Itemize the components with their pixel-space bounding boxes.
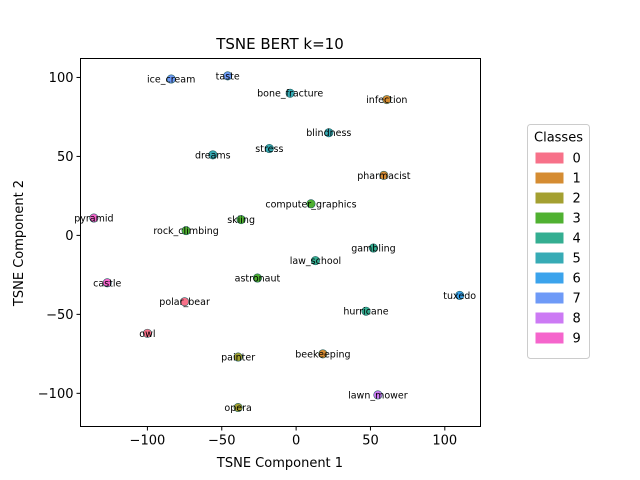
y-tick-label: −100	[38, 387, 74, 402]
point-label: owl	[139, 329, 155, 340]
data-point	[318, 349, 328, 359]
x-tick-label: 50	[362, 434, 379, 449]
point-label: pyramid	[74, 214, 113, 225]
legend-label: 8	[573, 312, 581, 327]
data-point	[166, 74, 176, 84]
point-label: computer_graphics	[265, 199, 356, 210]
x-tick-label: −100	[130, 434, 166, 449]
data-point	[102, 278, 112, 288]
legend-label: 6	[573, 272, 581, 287]
legend-swatch	[535, 332, 564, 344]
axis-ticks: −100 −50 0 50 100 −100 −50 0 50 100	[38, 71, 457, 449]
data-point	[208, 150, 218, 160]
data-point	[223, 71, 233, 81]
legend-label: 9	[573, 332, 581, 347]
y-tick-label: 0	[65, 229, 73, 244]
data-point	[379, 170, 389, 180]
y-axis-label: TSNE Component 2	[12, 180, 27, 307]
point-label: castle	[93, 278, 121, 289]
point-label: hurricane	[343, 307, 388, 318]
y-tick-label: 100	[49, 71, 74, 86]
legend-title: Classes	[534, 131, 583, 146]
data-point	[361, 306, 371, 316]
point-label: bone_fracture	[257, 89, 323, 100]
y-tick-label: −50	[46, 308, 73, 323]
x-axis-label: TSNE Component 1	[216, 456, 343, 471]
point-label: skiing	[227, 215, 255, 226]
point-label: infection	[366, 95, 407, 106]
point-label: dreams	[195, 150, 231, 161]
legend-label: 0	[573, 152, 581, 167]
point-label: ice_cream	[147, 75, 195, 86]
legend-label: 3	[573, 212, 581, 227]
data-point	[306, 199, 316, 209]
data-point	[382, 95, 392, 105]
data-point	[89, 213, 99, 223]
chart-title: TSNE BERT k=10	[215, 35, 344, 53]
legend: Classes 0 1 2 3 4 5 6 7 8 9	[527, 124, 590, 359]
point-label: stress	[255, 144, 283, 155]
legend-label: 5	[573, 252, 581, 267]
point-label: lawn_mower	[348, 390, 408, 401]
point-label: taste	[216, 71, 240, 82]
legend-swatch	[535, 312, 564, 324]
data-point	[324, 128, 334, 138]
plot-area-frame	[80, 58, 481, 427]
data-point	[181, 226, 191, 236]
data-point	[455, 290, 465, 300]
legend-swatch	[535, 212, 564, 224]
data-point	[310, 256, 320, 266]
point-label: blindness	[306, 128, 351, 139]
x-tick-label: −50	[208, 434, 235, 449]
data-point	[264, 144, 274, 154]
point-label: polar_bear	[159, 297, 210, 308]
data-point	[180, 297, 190, 307]
legend-swatch	[535, 252, 564, 264]
y-tick-label: 50	[57, 150, 74, 165]
data-point	[368, 243, 378, 253]
point-label: law_school	[290, 256, 341, 267]
legend-swatch	[535, 152, 564, 164]
legend-swatch	[535, 292, 564, 304]
point-label: pharmacist	[357, 171, 410, 182]
data-point	[233, 403, 243, 413]
legend-label: 2	[573, 192, 581, 207]
data-point	[373, 390, 383, 400]
legend-swatch	[535, 272, 564, 284]
x-tick-label: 0	[292, 434, 300, 449]
data-point	[236, 215, 246, 225]
point-label: gambling	[351, 244, 395, 255]
point-label: opera	[224, 403, 251, 414]
legend-label: 4	[573, 232, 581, 247]
legend-swatch	[535, 232, 564, 244]
data-points: ice_cream taste bone_fracture infection blin…	[74, 71, 476, 414]
data-point	[233, 352, 243, 362]
data-point	[285, 88, 295, 98]
point-label: tuxedo	[443, 291, 476, 302]
point-label: beekeeping	[295, 349, 350, 360]
legend-label: 7	[573, 292, 581, 307]
legend-swatch	[535, 192, 564, 204]
point-label: astronaut	[235, 274, 281, 285]
legend-swatch	[535, 172, 564, 184]
data-point	[142, 328, 152, 338]
data-point	[252, 273, 262, 283]
point-label: rock_climbing	[153, 226, 218, 237]
point-label: painter	[221, 353, 255, 364]
legend-label: 1	[573, 172, 581, 187]
x-tick-label: 100	[432, 434, 457, 449]
